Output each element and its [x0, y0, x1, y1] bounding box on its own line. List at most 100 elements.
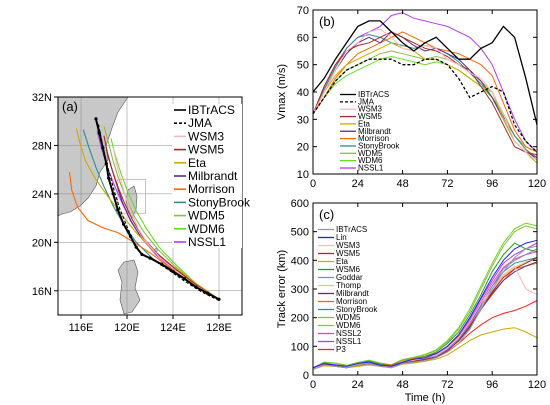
y-axis-title: Vmax (m/s)	[276, 64, 288, 120]
legend-label: WSM3	[336, 241, 361, 250]
map-track-point-ibtracs	[111, 192, 115, 196]
panel-b-vmax: 0 24 48 72 96 120 10 20 30 40 50 60 70 Vmax (m/s) (b) I…	[276, 5, 546, 190]
map-lon-tick-label: 124E	[160, 322, 186, 334]
legend-label: WSM3	[358, 105, 383, 114]
map-track-point-ibtracs	[134, 245, 138, 249]
map-track-point-ibtracs	[182, 277, 187, 281]
map-lon-tick-label: 128E	[206, 322, 232, 334]
map-legend-label: StonyBrook	[188, 195, 251, 209]
legend-label: WDM6	[358, 156, 383, 165]
legend-label: WDM6	[336, 321, 361, 330]
series-line-wsm3	[312, 28, 538, 161]
legend-label: WSM5	[358, 112, 383, 121]
series-line-ibtracs	[312, 245, 538, 370]
y-tick-label: 70	[297, 5, 309, 17]
y-tick-label: 40	[297, 87, 309, 99]
legend-label: P3	[336, 345, 346, 354]
map-land-luzon	[117, 259, 141, 315]
y-tick-label: 60	[297, 32, 309, 44]
map-legend-label: JMA	[188, 116, 212, 130]
series-line-eta	[312, 42, 538, 164]
series-line-lin	[312, 239, 538, 369]
x-tick-label: 96	[486, 178, 498, 190]
map-track-point-ibtracs	[116, 208, 120, 212]
y-tick-label: 500	[291, 227, 309, 239]
map-track-wdm5	[103, 125, 220, 300]
map-track-point-ibtracs	[217, 297, 221, 301]
map-track-point-ibtracs	[94, 117, 98, 121]
map-legend-label: WSM5	[188, 143, 224, 157]
map-lat-tick-label: 24N	[32, 189, 52, 201]
map-track-point-ibtracs	[107, 176, 111, 180]
map-lon-tick-label: 116E	[69, 322, 94, 334]
map-track-point-ibtracs	[128, 234, 133, 238]
map-track-point-ibtracs	[121, 222, 126, 226]
panel-label: (b)	[319, 14, 335, 29]
map-track-point-ibtracs	[140, 252, 144, 257]
map-land-mainland	[57, 96, 129, 217]
y-axis-title: Track error (km)	[276, 250, 288, 328]
series-line-jma	[312, 58, 538, 153]
map-lon-tick-label: 120E	[114, 322, 140, 334]
x-tick-label: 48	[396, 379, 408, 391]
map-legend-label: WDM6	[188, 222, 225, 236]
map-track-point-ibtracs	[159, 262, 164, 266]
legend-label: WSM6	[336, 265, 361, 274]
legend-label: Milbrandt	[358, 127, 392, 136]
legend-label: IBTrACS	[358, 90, 389, 99]
legend-label: Eta	[336, 257, 349, 266]
x-tick-label: 72	[441, 178, 453, 190]
panel-a-label: (a)	[62, 99, 78, 114]
legend-label: Goddar	[336, 273, 363, 282]
legend-label: Lin	[336, 233, 347, 242]
series-line-wdm5	[312, 50, 538, 159]
legend-label: StonyBrook	[358, 141, 400, 150]
map-lat-tick-label: 28N	[32, 140, 52, 152]
map-legend-label: WSM3	[188, 129, 224, 143]
series-line-wdm5	[312, 225, 538, 369]
map-track-point-ibtracs	[101, 146, 105, 150]
series-line-wdm6	[312, 55, 538, 153]
y-tick-label: 20	[297, 142, 309, 154]
map-lat-tick-label: 20N	[32, 237, 52, 249]
x-tick-label: 0	[310, 178, 316, 190]
y-tick-label: 0	[303, 370, 309, 382]
x-tick-label: 24	[352, 178, 364, 190]
x-tick-label: 120	[528, 178, 546, 190]
map-legend-label: NSSL1	[188, 235, 226, 249]
legend-label: Eta	[358, 119, 371, 128]
map-track-point-ibtracs	[148, 256, 152, 260]
x-tick-label: 0	[310, 379, 316, 391]
panel-label: (c)	[319, 207, 334, 222]
map-lat-tick-label: 16N	[32, 286, 52, 298]
map-legend-label: IBTrACS	[188, 103, 235, 117]
legend-label: StonyBrook	[336, 305, 378, 314]
map-legend-label: Eta	[188, 156, 206, 170]
y-tick-label: 100	[291, 341, 309, 353]
legend-label: NSSL1	[336, 337, 362, 346]
map-track-wsm3	[112, 147, 220, 300]
panel-c-track-error: 0 24 48 72 96 120 0 100 200 300 400 500 600 Track err…	[276, 198, 546, 404]
y-tick-label: 200	[291, 313, 309, 325]
x-tick-label: 24	[352, 379, 364, 391]
series-line-wsm5	[312, 31, 538, 156]
map-track-wsm5	[103, 135, 220, 300]
panel-a-map: 32N 28N 24N 20N 16N 116E 120E 124E 128E (a) IBTr…	[32, 92, 251, 334]
map-track-point-ibtracs	[171, 269, 175, 273]
y-tick-label: 300	[291, 284, 309, 296]
map-legend-label: WDM5	[188, 209, 225, 223]
map-legend-label: Morrison	[188, 182, 235, 196]
map-track-eta	[75, 128, 220, 300]
legend-label: WSM5	[336, 249, 361, 258]
legend-label: Morrison	[358, 134, 389, 143]
legend-label: NSSL2	[336, 329, 362, 338]
y-tick-label: 30	[297, 114, 309, 126]
series-line-wsm3	[312, 265, 538, 370]
legend-label: Morrison	[336, 297, 367, 306]
map-track-ibtracs	[94, 118, 220, 301]
x-tick-label: 72	[441, 379, 453, 391]
map-track-wdm6	[110, 138, 220, 300]
series-line-milbrandt	[312, 31, 538, 159]
y-tick-label: 50	[297, 60, 309, 72]
map-legend-label: Milbrandt	[188, 169, 238, 183]
